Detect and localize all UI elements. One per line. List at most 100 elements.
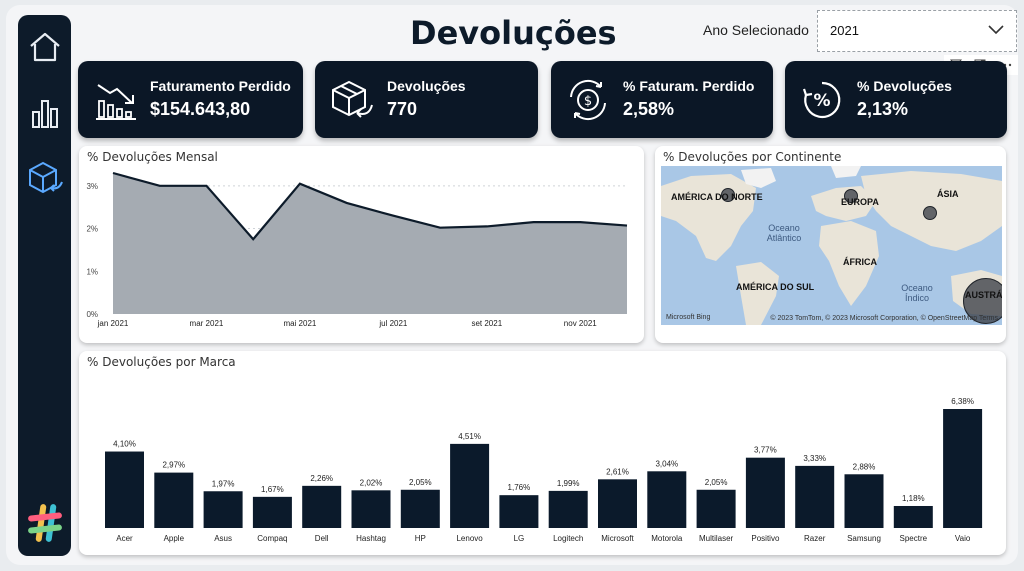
bar-value-label: 2,88% [853, 462, 876, 471]
bar-value-label: 2,97% [162, 461, 185, 470]
nav-home-button[interactable] [25, 27, 65, 67]
y-tick-label: 1% [86, 267, 98, 276]
category-label: Positivo [751, 534, 780, 543]
ocean-label-atlantic: Oceano Atlântico [766, 223, 802, 243]
bar[interactable] [302, 485, 342, 528]
bar[interactable] [252, 496, 292, 528]
bar[interactable] [647, 471, 687, 528]
category-label: Acer [116, 534, 133, 543]
area-line [112, 171, 628, 241]
x-tick-label: mar 2021 [190, 319, 224, 328]
sidebar [18, 15, 71, 556]
category-label: Apple [164, 534, 185, 543]
category-label: Multilaser [699, 534, 734, 543]
bar[interactable] [499, 495, 539, 528]
category-label: Vaio [955, 534, 971, 543]
kpi-value: $154.643,80 [150, 99, 251, 119]
bar-value-label: 1,97% [212, 479, 235, 488]
kpi-value: 2,58% [623, 99, 675, 119]
brand-returns-panel[interactable]: % Devoluções por Marca 4,10% Acer 2,97% App… [79, 351, 1006, 555]
kpi-card-returns: Devoluções 770 [315, 61, 538, 138]
category-label: LG [514, 534, 525, 543]
year-dropdown[interactable]: 2021 [817, 10, 1017, 52]
x-tick-label: jul 2021 [378, 319, 408, 328]
bubble-australia[interactable] [963, 278, 1002, 324]
bar[interactable] [893, 505, 933, 528]
bar[interactable] [450, 443, 490, 528]
hashtag-logo [26, 500, 64, 550]
category-label: Razer [804, 534, 826, 543]
category-label: Lenovo [456, 534, 483, 543]
map-label-south-america: AMÉRICA DO SUL [736, 282, 815, 292]
bar-value-label: 2,02% [360, 478, 383, 487]
x-tick-label: mai 2021 [283, 319, 316, 328]
kpi-label: Faturamento Perdido [150, 78, 291, 94]
bar[interactable] [745, 457, 785, 528]
bar-value-label: 2,05% [705, 478, 728, 487]
box-return-icon [29, 161, 63, 194]
brand-returns-bar-chart: 4,10% Acer 2,97% Apple 1,97% Asus 1,67% Compaq 2… [105, 397, 983, 543]
home-icon [30, 32, 60, 62]
kpi-card-lost-revenue: Faturamento Perdido $154.643,80 [78, 61, 303, 138]
map-label-australia: AUSTRÁ [965, 290, 1002, 300]
bar-value-label: 2,26% [310, 474, 333, 483]
panel-title: % Devoluções por Marca [87, 355, 236, 369]
bar-value-label: 1,67% [261, 485, 284, 494]
kpi-card-returns-pct: % % Devoluções 2,13% [785, 61, 1007, 138]
category-label: Spectre [900, 534, 928, 543]
page-title: Devoluções [410, 14, 617, 52]
bar[interactable] [203, 491, 243, 528]
year-filter-label: Ano Selecionado [703, 22, 809, 38]
category-label: Logitech [553, 534, 583, 543]
nav-overview-button[interactable] [25, 93, 65, 133]
kpi-label: % Faturam. Perdido [623, 78, 755, 94]
bar[interactable] [400, 489, 440, 528]
x-tick-label: jan 2021 [97, 319, 129, 328]
world-map[interactable]: AMÉRICA DO NORTE EUROPA ÁSIA ÁFRICA AMÉR… [661, 166, 1002, 325]
category-label: Motorola [651, 534, 683, 543]
bubble-north-america[interactable] [721, 188, 735, 202]
panel-title: % Devoluções Mensal [87, 150, 218, 164]
nav-returns-button[interactable] [25, 158, 65, 198]
map-label-asia: ÁSIA [937, 189, 959, 199]
bubble-europe[interactable] [844, 189, 858, 203]
bar-value-label: 3,33% [803, 454, 826, 463]
map-brand: Microsoft Bing [666, 314, 711, 321]
chevron-down-icon [988, 25, 1004, 35]
package-return-icon [332, 80, 373, 118]
map-label-north-america: AMÉRICA DO NORTE [671, 192, 763, 202]
bar[interactable] [598, 479, 637, 528]
bar[interactable] [548, 490, 588, 528]
bar[interactable] [844, 474, 884, 528]
x-tick-label: nov 2021 [564, 319, 597, 328]
bar-value-label: 1,76% [508, 483, 531, 492]
bar-value-label: 1,99% [557, 479, 580, 488]
bar[interactable] [943, 409, 983, 528]
category-label: Microsoft [601, 534, 634, 543]
y-tick-label: 2% [86, 225, 98, 234]
bar[interactable] [351, 490, 391, 528]
year-dropdown-value: 2021 [830, 23, 859, 38]
continent-returns-panel[interactable]: % Devoluções por Continente AMÉRICA DO N… [655, 146, 1006, 343]
y-tick-label: 0% [86, 310, 98, 319]
map-attribution[interactable]: © 2023 TomTom, © 2023 Microsoft Corporat… [770, 315, 998, 322]
map-label-europe: EUROPA [841, 197, 879, 207]
bar[interactable] [105, 451, 144, 528]
ocean-label-indian: Oceano Índico [901, 283, 933, 303]
category-label: Dell [315, 534, 329, 543]
kpi-label: Devoluções [387, 78, 466, 94]
category-label: Asus [214, 534, 232, 543]
bar[interactable] [696, 489, 736, 528]
bubble-asia[interactable] [923, 206, 937, 220]
kpi-card-lost-revenue-pct: $ % Faturam. Perdido 2,58% [551, 61, 773, 138]
bar[interactable] [154, 472, 194, 528]
bar-value-label: 4,10% [113, 440, 136, 449]
svg-text:%: % [813, 91, 830, 111]
monthly-returns-panel[interactable]: % Devoluções Mensal 0% 1% 2% 3% jan 2021 mar … [79, 146, 644, 343]
percent-cycle-icon: % [802, 81, 841, 119]
bar[interactable] [795, 465, 835, 528]
map-label-africa: ÁFRICA [843, 257, 877, 267]
panel-title: % Devoluções por Continente [663, 150, 842, 164]
svg-text:$: $ [584, 94, 592, 109]
bar-value-label: 4,51% [458, 432, 481, 441]
